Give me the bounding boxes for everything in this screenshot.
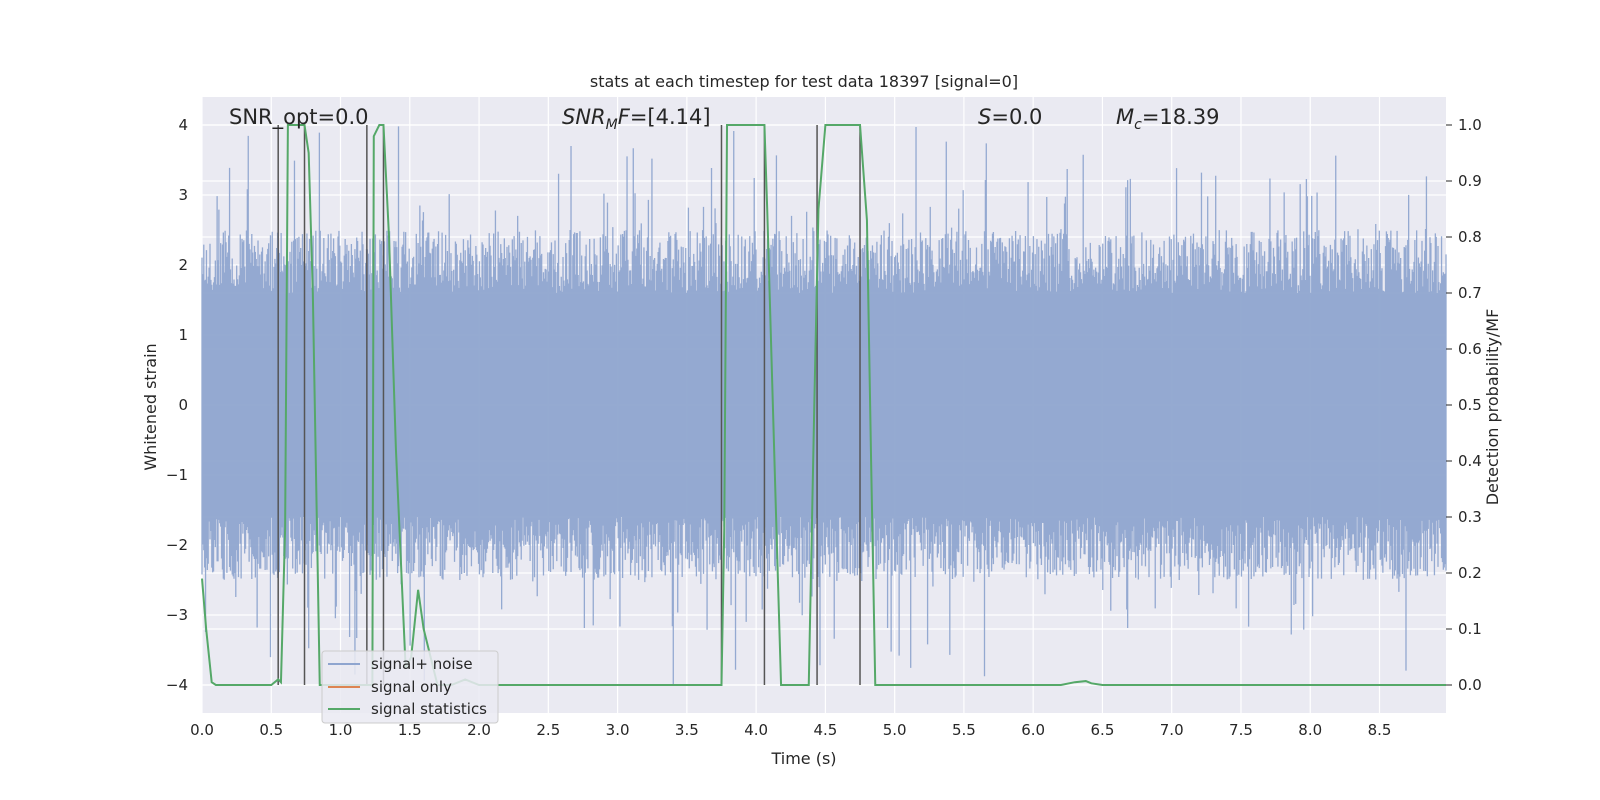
y-right-tick-label: 0.2 (1458, 564, 1482, 582)
annotation-snr-opt: SNR_opt=0.0 (229, 105, 369, 130)
y-right-tick-label: 0.1 (1458, 620, 1482, 638)
series-signal-noise (201, 126, 1447, 685)
x-tick-label: 3.5 (675, 721, 699, 739)
y-left-tick-label: 4 (178, 116, 188, 134)
y-axis-right-ticks: 0.0 0.1 0.2 0.3 0.4 0.5 0.6 0.7 0.8 0.9 1.0 (1446, 116, 1482, 694)
x-tick-label: 2.0 (467, 721, 491, 739)
x-tick-label: 4.0 (744, 721, 768, 739)
x-tick-label: 6.0 (1021, 721, 1045, 739)
x-tick-label: 5.0 (883, 721, 907, 739)
annotation-s-stat: S=0.0 (978, 105, 1042, 129)
x-tick-label: 1.5 (398, 721, 422, 739)
y-left-tick-label: 1 (178, 326, 188, 344)
y-right-tick-label: 0.7 (1458, 284, 1482, 302)
y-right-tick-label: 0.4 (1458, 452, 1482, 470)
legend-box (321, 650, 499, 724)
vertical-markers (277, 125, 861, 685)
x-tick-label: 6.5 (1091, 721, 1115, 739)
x-tick-label: 0.0 (190, 721, 214, 739)
x-tick-label: 7.5 (1229, 721, 1253, 739)
annotation-snr-mf-value: =[4.14] (630, 105, 711, 129)
y-left-tick-label: 2 (178, 256, 188, 274)
x-tick-label: 7.0 (1160, 721, 1184, 739)
x-tick-label: 1.0 (329, 721, 353, 739)
y-right-tick-label: 0.8 (1458, 228, 1482, 246)
y-right-tick-label: 0.5 (1458, 396, 1482, 414)
chart-title: stats at each timestep for test data 183… (590, 72, 1018, 91)
noise-series (201, 126, 1447, 685)
annotation-s-stat-value: =0.0 (991, 105, 1042, 129)
y-axis-left-ticks: −4 −3 −2 −1 0 1 2 3 4 (166, 116, 188, 694)
x-tick-label: 0.5 (259, 721, 283, 739)
annotation-mc-value: =18.39 (1142, 105, 1220, 129)
y-right-tick-label: 0.3 (1458, 508, 1482, 526)
y-left-tick-label: −4 (166, 676, 188, 694)
legend-label-signal-only: signal only (371, 678, 452, 696)
legend-label-signal-statistics: signal statistics (371, 700, 487, 718)
x-tick-label: 8.0 (1298, 721, 1322, 739)
y-right-tick-label: 1.0 (1458, 116, 1482, 134)
x-tick-label: 4.5 (813, 721, 837, 739)
y-right-tick-label: 0.9 (1458, 172, 1482, 190)
annotation-snr-mf: SNRMF=[4.14] (562, 105, 711, 133)
y-axis-right-label: Detection probability/MF (1483, 309, 1502, 506)
y-left-tick-label: 3 (178, 186, 188, 204)
annotation-mc: Mc=18.39 (1116, 105, 1220, 133)
y-right-tick-label: 0.6 (1458, 340, 1482, 358)
legend: signal+ noise signal only signal statist… (321, 650, 499, 724)
x-axis-label: Time (s) (770, 749, 836, 768)
y-left-tick-label: −1 (166, 466, 188, 484)
x-tick-label: 3.0 (606, 721, 630, 739)
y-left-tick-label: −2 (166, 536, 188, 554)
x-tick-label: 8.5 (1368, 721, 1392, 739)
y-left-tick-label: 0 (178, 396, 188, 414)
y-axis-left-label: Whitened strain (141, 343, 160, 470)
x-tick-label: 2.5 (536, 721, 560, 739)
x-tick-label: 5.5 (952, 721, 976, 739)
y-left-tick-label: −3 (166, 606, 188, 624)
y-right-tick-label: 0.0 (1458, 676, 1482, 694)
legend-label-signal-noise: signal+ noise (371, 655, 473, 673)
x-axis-ticks: 0.0 0.5 1.0 1.5 2.0 2.5 3.0 3.5 4.0 4.5 5.0 5.5 6.0 6… (190, 721, 1391, 739)
